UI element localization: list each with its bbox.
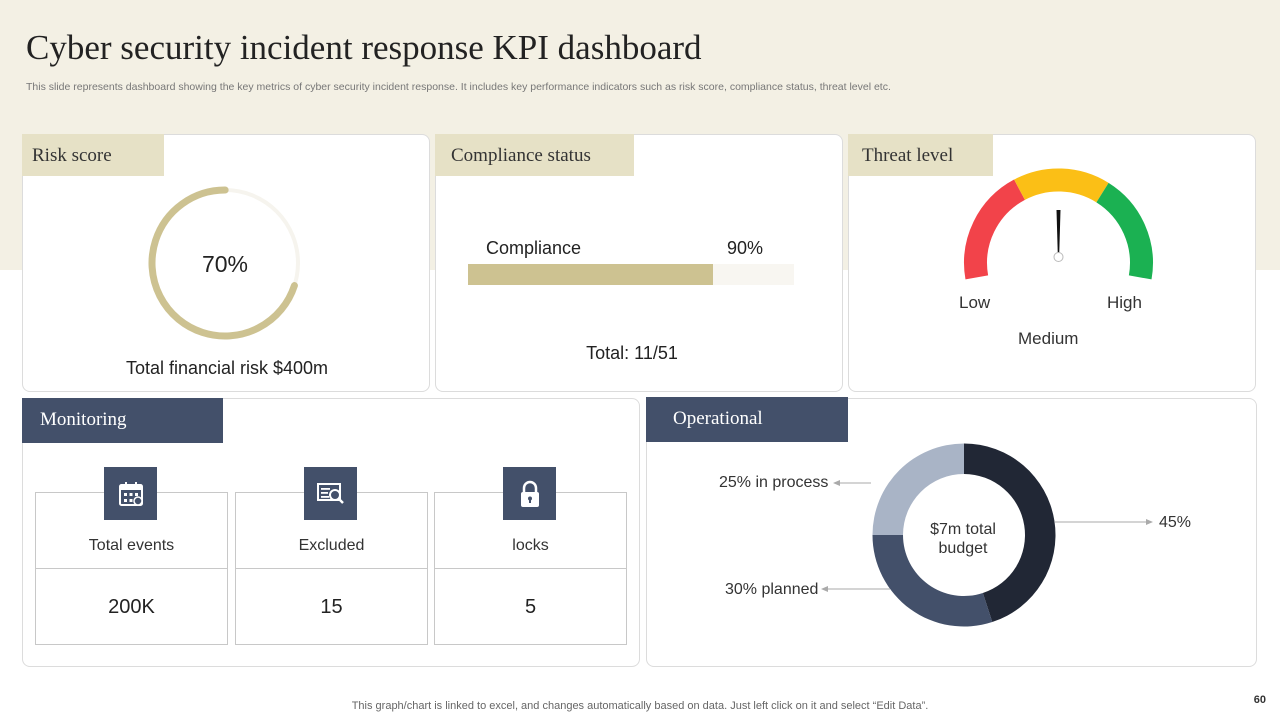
page-title: Cyber security incident response KPI das… bbox=[26, 28, 702, 67]
threat-level-card[interactable]: Threat level Low High Medium bbox=[848, 134, 1256, 392]
locks-value: 5 bbox=[524, 596, 537, 618]
callout-planned-label: 30% planned bbox=[725, 581, 819, 598]
gauge-medium-segment bbox=[1014, 168, 1109, 203]
calendar-icon bbox=[104, 467, 157, 520]
page-number: 60 bbox=[1253, 694, 1266, 706]
document-search-icon bbox=[304, 467, 357, 520]
threat-low-label: Low bbox=[959, 293, 991, 312]
footer-note: This graph/chart is linked to excel, and… bbox=[351, 700, 929, 712]
threat-gauge bbox=[964, 168, 1153, 280]
risk-score-ring-fill bbox=[148, 186, 302, 340]
compliance-bar-value: 90% bbox=[727, 238, 764, 258]
compliance-total: Total: 11/51 bbox=[586, 343, 678, 363]
gauge-low-segment bbox=[964, 179, 1026, 280]
gauge-needle bbox=[1056, 210, 1061, 255]
donut-slice-1 bbox=[872, 535, 993, 627]
total-events-label: Total events bbox=[36, 493, 227, 569]
excluded-label: Excluded bbox=[236, 493, 427, 569]
threat-level-tag: Threat level bbox=[848, 134, 993, 176]
budget-donut-chart bbox=[821, 443, 1153, 627]
total-events-value: 200K bbox=[108, 596, 155, 618]
locks-label: locks bbox=[435, 493, 626, 569]
threat-level-value: Medium bbox=[1018, 329, 1079, 348]
callout-in-process-label: 25% in process bbox=[719, 474, 829, 491]
donut-slice-0 bbox=[964, 443, 1056, 623]
compliance-status-card[interactable]: Compliance status Compliance 90% Total: … bbox=[435, 134, 843, 392]
risk-score-percent: 70% bbox=[201, 251, 249, 277]
lock-icon bbox=[503, 467, 556, 520]
risk-score-tag: Risk score bbox=[22, 134, 164, 176]
threat-high-label: High bbox=[1107, 293, 1142, 312]
monitoring-card[interactable]: Monitoring Total events 200K Excluded 15… bbox=[22, 398, 640, 667]
donut-center-line1: $7m total bbox=[930, 521, 996, 538]
compliance-bar-track bbox=[468, 264, 794, 285]
page-subtitle: This slide represents dashboard showing … bbox=[26, 81, 891, 93]
operational-card[interactable]: Operational $7m total budget 25% in proc… bbox=[646, 397, 1257, 667]
donut-slice-2 bbox=[872, 443, 964, 535]
compliance-status-tag: Compliance status bbox=[435, 134, 634, 176]
excluded-value: 15 bbox=[320, 596, 343, 618]
donut-center-line2: budget bbox=[938, 540, 988, 557]
callout-share-arrow bbox=[1146, 519, 1153, 525]
risk-score-total: Total financial risk $400m bbox=[125, 358, 329, 378]
operational-tag: Operational bbox=[646, 397, 848, 442]
compliance-bar-fill bbox=[468, 264, 713, 285]
monitoring-tag: Monitoring bbox=[22, 398, 223, 443]
callout-share-label: 45% bbox=[1159, 514, 1192, 531]
compliance-bar-label: Compliance bbox=[486, 238, 582, 258]
excluded-box[interactable]: Excluded 15 bbox=[235, 492, 428, 645]
callout-in-process-arrow bbox=[833, 480, 840, 486]
risk-score-card[interactable]: Risk score 70% Total financial risk $400… bbox=[22, 134, 430, 392]
gauge-pivot bbox=[1053, 252, 1064, 262]
gauge-high-segment bbox=[1096, 182, 1153, 280]
risk-score-ring bbox=[148, 186, 302, 340]
callout-planned-arrow bbox=[821, 586, 828, 592]
